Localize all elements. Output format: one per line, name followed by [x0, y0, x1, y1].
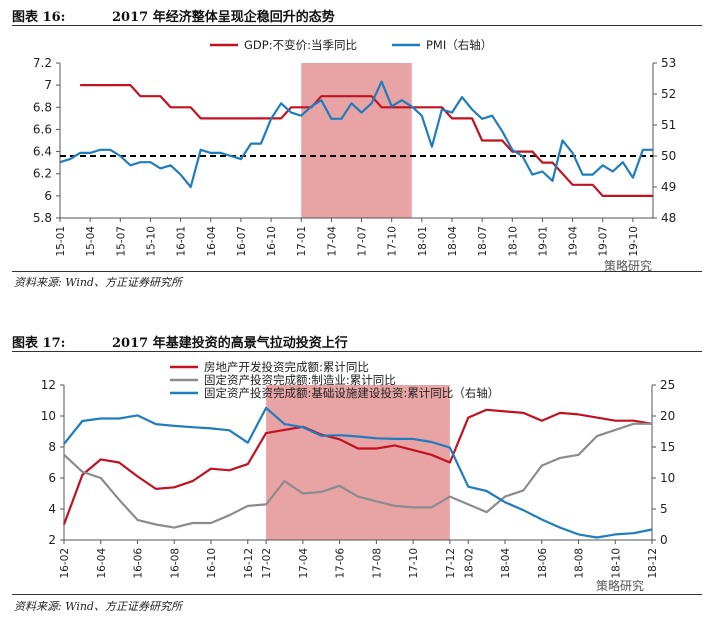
y-tick-label-right: 53 — [661, 56, 676, 70]
x-tick-label: 17-12 — [445, 548, 457, 579]
y-tick-label-right: 15 — [660, 440, 675, 454]
shaded-period — [301, 63, 412, 218]
y-tick-label-left: 4 — [48, 502, 56, 516]
x-tick-label: 17-07 — [357, 226, 369, 257]
x-tick-label: 18-04 — [500, 548, 512, 579]
figure-title-text: 2017 年经济整体呈现企稳回升的态势 — [112, 10, 335, 25]
x-tick-label: 18-04 — [447, 226, 459, 257]
series-line-2 — [63, 422, 652, 529]
x-tick-label: 19-04 — [568, 226, 580, 257]
series-line-3 — [63, 406, 653, 539]
x-tick-label: 18-02 — [463, 548, 475, 579]
y-tick-label-left: 6.4 — [33, 145, 52, 159]
x-tick-label: 19-01 — [537, 226, 549, 257]
legend-label: 固定资产投资完成额:基础设施建设投资:累计同比（右轴） — [204, 386, 499, 400]
x-tick-label: 16-04 — [206, 226, 218, 257]
legend-label: 固定资产投资完成额:制造业:累计同比 — [204, 373, 396, 387]
y-tick-label-left: 5.8 — [33, 211, 52, 225]
x-tick-label: 18-07 — [477, 226, 489, 257]
watermark: 策略研究 — [596, 579, 645, 593]
source-rule — [12, 594, 702, 595]
x-tick-label: 16-07 — [236, 226, 248, 257]
x-tick-label: 16-01 — [176, 226, 188, 257]
legend-label: 房地产开发投资完成额:累计同比 — [204, 360, 369, 374]
x-tick-label: 16-04 — [96, 548, 108, 579]
x-tick-label: 17-02 — [261, 548, 273, 579]
title-rule — [12, 351, 702, 352]
x-tick-label: 18-10 — [610, 548, 622, 579]
y-tick-label-left: 10 — [41, 409, 56, 423]
series-line-1 — [80, 84, 653, 197]
y-tick-label-left: 6 — [48, 471, 56, 485]
x-tick-label: 16-12 — [243, 548, 255, 579]
x-tick-label: 19-10 — [628, 226, 640, 257]
y-tick-label-right: 20 — [660, 409, 675, 423]
series-line-2 — [59, 80, 653, 189]
y-tick-label-left: 6 — [44, 189, 52, 203]
x-tick-label: 18-08 — [574, 548, 586, 579]
y-tick-label-right: 25 — [660, 378, 675, 392]
x-tick-label: 16-10 — [266, 226, 278, 257]
y-tick-label-left: 6.2 — [33, 167, 52, 181]
y-tick-label-right: 51 — [661, 118, 676, 132]
chart-gdp-pmi: 5.8 6 6.2 6.4 6.6 6.8 7 7.2 48 49 50 51 52 53 15-01 15-… — [33, 38, 676, 257]
y-tick-label-right: 48 — [661, 211, 676, 225]
y-tick-label-right: 49 — [661, 180, 676, 194]
y-tick-label-right: 50 — [661, 149, 676, 163]
x-tick-label: 17-04 — [298, 548, 310, 579]
x-tick-label: 19-07 — [598, 226, 610, 257]
y-tick-label-right: 10 — [660, 471, 675, 485]
series-line-1 — [62, 408, 653, 525]
y-tick-label-right: 5 — [660, 502, 668, 516]
y-tick-label-left: 6.8 — [33, 100, 52, 114]
x-tick-label: 16-10 — [206, 548, 218, 579]
x-tick-label: 16-08 — [169, 548, 181, 579]
figure-label: 图表 17: — [12, 336, 66, 351]
source-note: 资料来源: Wind、方正证券研究所 — [14, 600, 182, 613]
legend-label: GDP:不变价:当季同比 — [244, 38, 357, 52]
x-tick-label: 15-01 — [55, 226, 67, 257]
x-tick-label: 17-10 — [387, 226, 399, 257]
x-tick-label: 16-06 — [133, 548, 145, 579]
x-tick-label: 17-01 — [296, 226, 308, 257]
y-tick-label-right: 52 — [661, 87, 676, 101]
shaded-period — [266, 385, 450, 540]
x-tick-label: 15-10 — [145, 226, 157, 257]
figure-title-text: 2017 年基建投资的高景气拉动投资上行 — [112, 336, 348, 351]
source-rule — [12, 271, 702, 272]
x-tick-label: 15-04 — [85, 226, 97, 257]
x-tick-label: 18-06 — [537, 548, 549, 579]
x-tick-label: 15-07 — [115, 226, 127, 257]
y-tick-label-left: 7.2 — [33, 56, 52, 70]
legend-label: PMI（右轴） — [426, 38, 492, 52]
title-rule — [12, 25, 702, 26]
x-tick-label: 17-06 — [335, 548, 347, 579]
y-tick-label-left: 2 — [48, 533, 56, 547]
x-tick-label: 18-10 — [507, 226, 519, 257]
y-tick-label-left: 8 — [48, 440, 56, 454]
y-tick-label-right: 0 — [660, 533, 668, 547]
x-tick-label: 17-08 — [371, 548, 383, 579]
figure-label: 图表 16: — [12, 10, 66, 25]
x-tick-label: 17-04 — [326, 226, 338, 257]
x-tick-label: 18-12 — [647, 548, 659, 579]
source-note: 资料来源: Wind、方正证券研究所 — [14, 276, 182, 289]
x-tick-label: 17-10 — [408, 548, 420, 579]
x-tick-label: 16-02 — [59, 548, 71, 579]
y-tick-label-left: 12 — [41, 378, 56, 392]
x-tick-label: 18-01 — [417, 226, 429, 257]
y-tick-label-left: 7 — [44, 78, 52, 92]
y-tick-label-left: 6.6 — [33, 122, 52, 136]
watermark: 策略研究 — [604, 259, 653, 273]
